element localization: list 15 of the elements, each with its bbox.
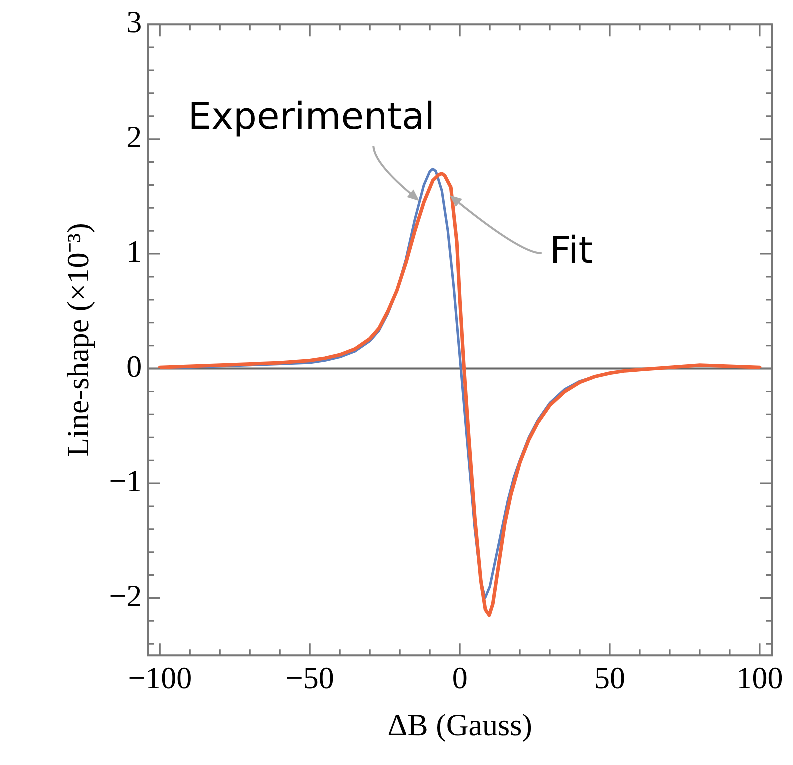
x-axis-title: ΔB (Gauss) [388, 708, 532, 743]
y-tick-label: −2 [109, 578, 142, 614]
y-tick-label: 0 [126, 348, 142, 384]
annotation: Experimental [188, 94, 435, 138]
annotation: Fit [550, 229, 594, 272]
y-tick-label: 1 [126, 234, 142, 270]
y-axis-title: Line-shape (×10⁻³) [60, 223, 96, 458]
x-tick-label: 0 [452, 660, 468, 696]
x-tick-label: 100 [736, 660, 784, 696]
y-tick-label: 3 [126, 4, 142, 40]
x-tick-label: 50 [594, 660, 626, 696]
y-tick-label: −1 [109, 464, 142, 499]
x-tick-label: −50 [286, 660, 334, 696]
x-tick-label: −100 [128, 660, 192, 696]
y-tick-label: 2 [126, 119, 142, 154]
